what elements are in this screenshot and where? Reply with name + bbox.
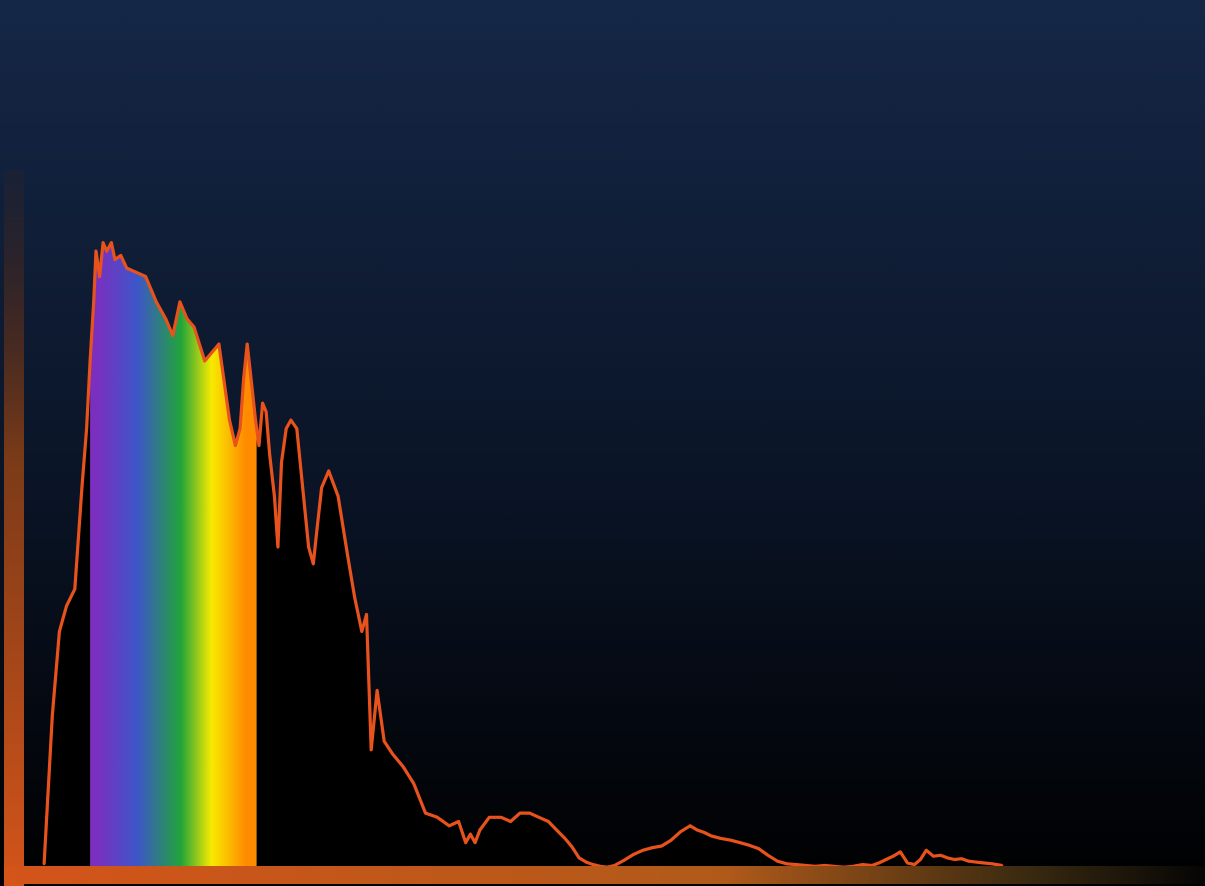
spectrum-area-fill: [44, 242, 1002, 868]
x-axis: [4, 866, 1205, 884]
y-axis: [4, 170, 24, 886]
